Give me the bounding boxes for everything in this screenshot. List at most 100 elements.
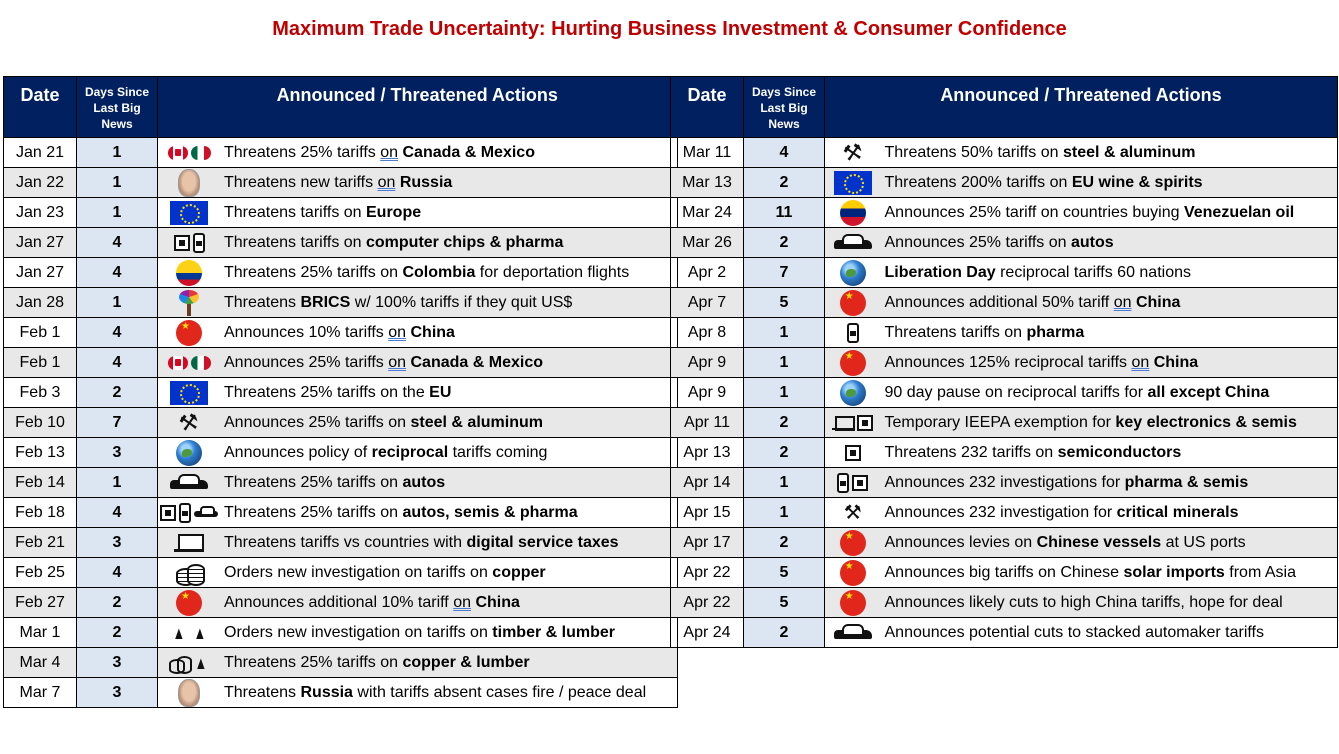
row-date: Apr 8 xyxy=(670,317,744,348)
action-bold-text: reciprocal xyxy=(371,443,449,461)
action-text: Announces policy of xyxy=(224,443,372,461)
action-bold-text: autos xyxy=(402,473,446,491)
eu-flag-icon xyxy=(833,170,872,195)
row-date: Feb 1 xyxy=(3,347,77,378)
row-icon-group xyxy=(160,560,218,586)
action-bold-text: solar imports xyxy=(1123,563,1225,581)
table-row: Jan 21 1 Threatens 25% tariffs on Canada &… xyxy=(3,137,678,168)
row-date: Jan 27 xyxy=(3,227,77,258)
row-action-text: Liberation Day reciprocal tariffs 60 nat… xyxy=(880,257,1338,288)
date-column-header: Date xyxy=(670,76,744,138)
row-date: Apr 2 xyxy=(670,257,744,288)
table-row: Jan 27 4 Threatens 25% tariffs on Colombia… xyxy=(3,257,678,288)
putin-portrait-icon xyxy=(178,168,200,197)
row-days-since: 3 xyxy=(76,437,158,468)
row-icons xyxy=(824,227,881,258)
row-icon-group xyxy=(160,530,218,556)
row-action-text: 90 day pause on reciprocal tariffs for a… xyxy=(880,377,1338,408)
row-icon-group xyxy=(827,379,879,406)
row-days-since: 2 xyxy=(743,407,825,438)
row-action-text: Announces 232 investigations for pharma … xyxy=(880,467,1338,498)
row-icons xyxy=(157,287,220,318)
action-text: Announces 25% tariffs on xyxy=(884,233,1071,251)
row-action-text: Announces potential cuts to stacked auto… xyxy=(880,617,1338,648)
tree-icon: ▲ xyxy=(172,622,185,643)
action-text: Announces 10% tariffs xyxy=(224,323,389,341)
left-actions-table: Date Days Since Last Big News Announced … xyxy=(3,76,678,708)
action-bold-text: steel & aluminum xyxy=(1062,143,1196,161)
row-icon-group xyxy=(160,678,218,707)
row-icons: ⚒ xyxy=(824,137,881,168)
action-text: w/ 100% tariffs if they quit US$ xyxy=(350,293,573,311)
row-icon-group: ⚒ xyxy=(827,500,879,526)
table-row: Mar 13 2 Threatens 200% tariffs on EU wine… xyxy=(670,167,1338,198)
row-date: Apr 17 xyxy=(670,527,744,558)
row-icon-group xyxy=(160,589,218,616)
row-date: Apr 14 xyxy=(670,467,744,498)
china-flag-icon xyxy=(839,529,866,556)
action-bold-text: Liberation Day xyxy=(884,263,996,281)
row-days-since: 2 xyxy=(743,437,825,468)
row-icon-group xyxy=(160,200,218,226)
action-bold-text: Russia xyxy=(300,683,353,701)
row-icons xyxy=(157,167,220,198)
action-text: Threatens 25% tariffs xyxy=(224,143,381,161)
row-icon-group xyxy=(827,259,879,286)
action-text: Threatens tariffs on xyxy=(884,323,1027,341)
row-date: Feb 21 xyxy=(3,527,77,558)
row-action-text: Temporary IEEPA exemption for key electr… xyxy=(880,407,1338,438)
chip-icon xyxy=(852,474,869,491)
action-underlined-word: on xyxy=(388,353,407,371)
row-date: Feb 25 xyxy=(3,557,77,588)
wrench-icon: ⚒ xyxy=(177,407,201,437)
row-date: Feb 13 xyxy=(3,437,77,468)
row-icons: ▲ ▲ xyxy=(157,617,220,648)
action-text: Threatens tariffs on xyxy=(224,233,366,251)
row-days-since: 2 xyxy=(743,227,825,258)
action-bold-text: pharma & semis xyxy=(1124,473,1249,491)
row-icons xyxy=(824,467,881,498)
table-row: Jan 27 4 Threatens tariffs on computer chi… xyxy=(3,227,678,258)
days-since-header-line: News xyxy=(101,117,133,131)
days-since-header-line: Days Since xyxy=(84,85,150,99)
actions-column-header: Announced / Threatened Actions xyxy=(157,76,678,138)
days-since-column-header: Days Since Last Big News xyxy=(76,76,158,138)
row-days-since: 5 xyxy=(743,287,825,318)
action-text: Announces 25% tariff on countries buying xyxy=(884,203,1184,221)
china-flag-icon xyxy=(176,589,202,616)
action-text: Announces potential cuts to stacked auto… xyxy=(884,623,1264,641)
row-days-since: 1 xyxy=(76,467,158,498)
table-row: Jan 22 1 Threatens new tariffs on Russia xyxy=(3,167,678,198)
putin-portrait-icon xyxy=(178,678,200,707)
row-icons xyxy=(157,227,220,258)
row-date: Mar 26 xyxy=(670,227,744,258)
canada-flag-icon xyxy=(167,145,188,160)
action-bold-text: China xyxy=(1153,353,1199,371)
actions-column-header: Announced / Threatened Actions xyxy=(824,76,1338,138)
table-row: Feb 25 4 Orders new investigation on tarif… xyxy=(3,557,678,588)
row-icons: ⚒ xyxy=(824,497,881,528)
row-icons xyxy=(824,587,881,618)
row-icon-group: ▲ ▲ xyxy=(160,620,218,646)
action-underlined-word: on xyxy=(380,143,399,161)
action-bold-text: China xyxy=(475,593,520,611)
globe-icon xyxy=(176,439,202,466)
action-underlined-word: on xyxy=(377,173,396,191)
table-row: Feb 14 Announces 10% tariffs on China xyxy=(3,317,678,348)
row-date: Mar 1 xyxy=(3,617,77,648)
venezuela-flag-icon xyxy=(839,199,866,226)
row-date: Apr 7 xyxy=(670,287,744,318)
wrench-icon: ⚒ xyxy=(840,137,865,167)
action-text: Announces 25% tariffs on xyxy=(224,413,411,431)
table-row: Jan 28 1 Threatens BRICS w/ 100% tariffs i… xyxy=(3,287,678,318)
row-days-since: 1 xyxy=(743,317,825,348)
table-row: Feb 18 4 Threatens 25% tariffs on autos, s… xyxy=(3,497,678,528)
mexico-flag-icon xyxy=(190,355,211,370)
row-days-since: 1 xyxy=(743,497,825,528)
table-header-row: Date Days Since Last Big News Announced … xyxy=(3,76,678,138)
table-row: Apr 13 2 Threatens 232 tariffs on semicond… xyxy=(670,437,1338,468)
row-date: Mar 11 xyxy=(670,137,744,168)
row-action-text: Announces 25% tariffs on steel & aluminu… xyxy=(220,407,678,438)
action-text: Announces levies on xyxy=(884,533,1037,551)
row-icon-group xyxy=(160,230,218,256)
